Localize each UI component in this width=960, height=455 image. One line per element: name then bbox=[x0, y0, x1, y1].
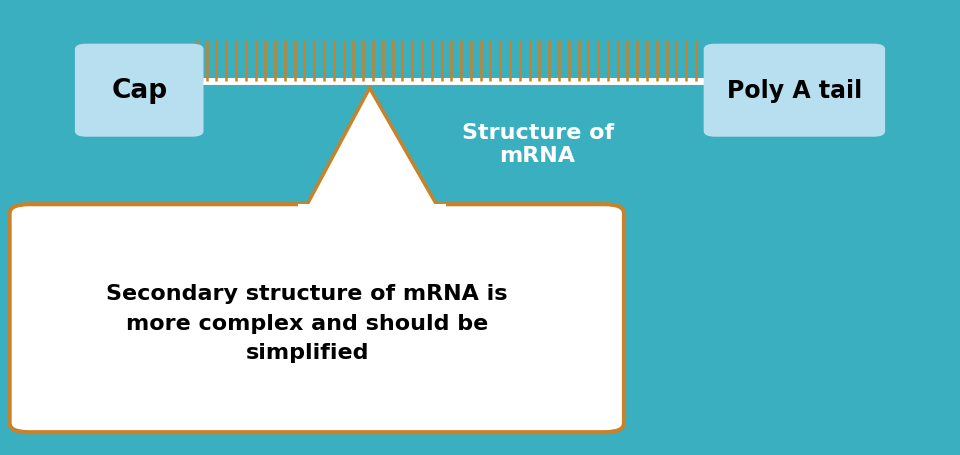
Text: Structure of
mRNA: Structure of mRNA bbox=[462, 123, 613, 166]
Bar bbox=[298, 205, 446, 216]
FancyBboxPatch shape bbox=[704, 45, 885, 137]
FancyBboxPatch shape bbox=[10, 205, 624, 432]
Polygon shape bbox=[302, 89, 442, 214]
FancyBboxPatch shape bbox=[75, 45, 204, 137]
Text: Cap: Cap bbox=[111, 78, 167, 104]
Text: Secondary structure of mRNA is
more complex and should be
simplified: Secondary structure of mRNA is more comp… bbox=[107, 283, 508, 363]
Text: Poly A tail: Poly A tail bbox=[727, 79, 862, 103]
